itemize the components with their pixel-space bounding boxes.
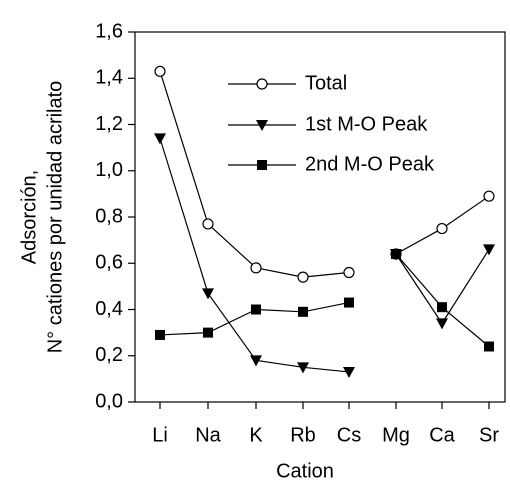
- marker: [250, 355, 262, 367]
- y-tick-label: 1,6: [95, 20, 123, 42]
- legend-label: Total: [305, 72, 347, 94]
- marker: [256, 78, 268, 90]
- x-tick-label: Ca: [429, 424, 455, 446]
- marker: [154, 65, 166, 77]
- marker: [251, 304, 261, 315]
- marker: [202, 288, 214, 300]
- y-tick-label: 1,0: [95, 159, 123, 181]
- y-axis-title: Adsorción,: [18, 170, 40, 265]
- y-tick-label: 0,0: [95, 390, 123, 412]
- y-tick-label: 1,2: [95, 113, 123, 135]
- series-line: [395, 253, 490, 347]
- marker: [154, 133, 166, 145]
- x-tick-label: Sr: [479, 424, 499, 446]
- y-tick-label: 0,6: [95, 252, 123, 274]
- x-axis-title: Cation: [276, 460, 334, 482]
- marker: [437, 302, 447, 313]
- x-tick-label: Na: [195, 424, 221, 446]
- y-tick-label: 0,4: [95, 298, 123, 320]
- marker: [484, 341, 494, 352]
- marker: [297, 362, 309, 374]
- marker: [343, 366, 355, 378]
- x-tick-label: Rb: [290, 424, 316, 446]
- x-tick-label: Cs: [337, 424, 361, 446]
- x-tick-label: Li: [152, 424, 168, 446]
- legend-label: 1st M-O Peak: [305, 113, 428, 135]
- marker: [343, 266, 355, 279]
- marker: [250, 262, 262, 274]
- marker: [483, 190, 495, 202]
- marker: [436, 318, 448, 330]
- x-tick-label: K: [249, 424, 263, 446]
- y-tick-label: 0,2: [95, 344, 123, 366]
- marker: [436, 222, 448, 235]
- y-tick-label: 0,8: [95, 205, 123, 227]
- marker: [155, 329, 165, 340]
- marker: [202, 218, 214, 230]
- legend-label: 2nd M-O Peak: [305, 153, 435, 175]
- marker: [257, 160, 267, 170]
- y-tick-label: 1,4: [95, 67, 123, 89]
- series-line: [395, 249, 490, 325]
- marker: [344, 297, 354, 308]
- marker: [483, 244, 495, 256]
- marker: [298, 306, 308, 317]
- y-axis-title: N° cationes por unidad acrilato: [44, 81, 66, 354]
- marker: [203, 327, 213, 338]
- x-tick-label: Mg: [382, 424, 410, 446]
- marker: [391, 249, 401, 259]
- marker: [297, 271, 309, 283]
- marker: [256, 120, 268, 131]
